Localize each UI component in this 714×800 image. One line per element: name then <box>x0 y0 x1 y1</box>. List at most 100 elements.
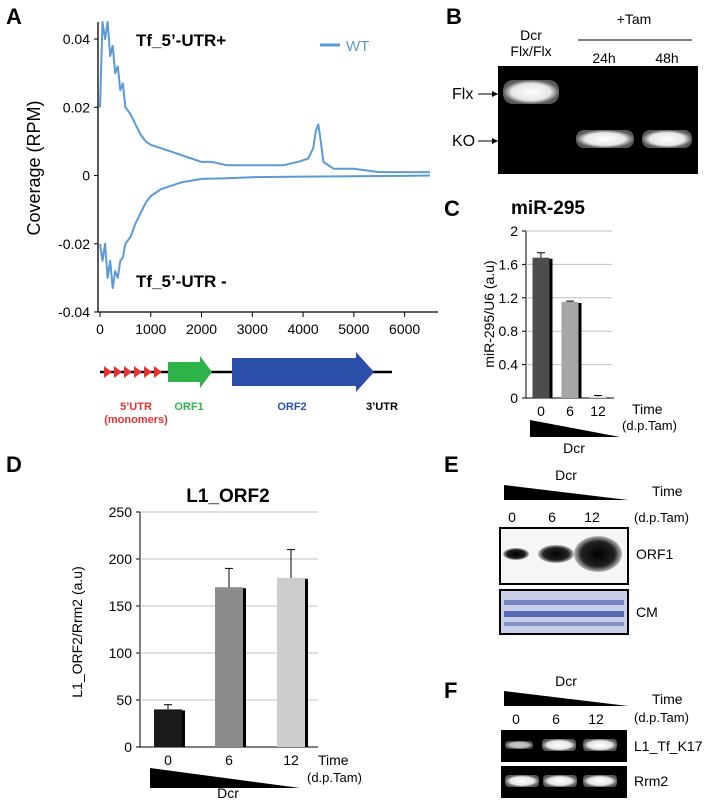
c-bar <box>561 301 579 398</box>
f-lane-12: 12 <box>588 711 604 727</box>
f-time-sub: (d.p.Tam) <box>634 710 689 725</box>
a-xtick-label: 6000 <box>389 321 420 337</box>
f-time-label: Time <box>652 691 683 707</box>
f-band1-lane0 <box>505 741 533 749</box>
e-cm-label: CM <box>636 604 658 620</box>
e-lane-0: 0 <box>508 509 516 525</box>
a-xtick-label: 1000 <box>135 321 166 337</box>
panel-b-gel: Dcr Flx/Flx +Tam 24h 48h Flx KO <box>452 11 698 174</box>
d-xlabel-sub: (d.p.Tam) <box>307 770 362 785</box>
d-ytick-label: 150 <box>109 598 133 614</box>
d-category-label: 0 <box>164 752 172 768</box>
f-lane-0: 0 <box>512 711 520 727</box>
c-xlabel: Time <box>632 401 663 417</box>
a-ytick-label: 0 <box>82 168 90 184</box>
e-orf1-label: ORF1 <box>636 546 674 562</box>
b-lane1-line1: Dcr <box>520 27 542 43</box>
c-ytick-label: 1.2 <box>499 290 519 306</box>
c-ytick-label: 2 <box>510 223 518 239</box>
f-band2-lane6 <box>543 775 577 787</box>
f-band2-lane12 <box>583 775 617 787</box>
a-utr5-monomer-arrow <box>104 366 112 378</box>
f-band1-lane12 <box>583 739 617 751</box>
a-orf2-label: ORF2 <box>277 401 306 413</box>
a-xtick-label: 5000 <box>338 321 369 337</box>
panel-label-f: F <box>444 678 457 703</box>
c-gradient-label: Dcr <box>563 440 585 456</box>
d-ytick-label: 250 <box>109 504 133 520</box>
e-cm-band-3 <box>504 622 624 626</box>
b-flx-label: Flx <box>452 86 473 103</box>
d-ytick-label: 100 <box>109 645 133 661</box>
d-ytick-label: 50 <box>116 692 132 708</box>
a-orf1-label: ORF1 <box>174 401 203 413</box>
panel-a-coverage-plot: Coverage (RPM) 0.04 0.02 0 -0.02 -0.04 0 1000… <box>24 21 438 337</box>
panel-label-a: A <box>6 4 22 29</box>
a-annotation-plus: Tf_5’-UTR+ <box>136 31 226 50</box>
a-utr5-sublabel: (monomers) <box>104 414 168 426</box>
f-dcr-wedge <box>504 691 628 706</box>
c-ytick-label: 1.6 <box>499 256 519 272</box>
a-xtick-label: 4000 <box>287 321 318 337</box>
b-ko-arrowhead <box>492 138 498 144</box>
f-band1-lane6 <box>542 739 576 751</box>
a-xtick-label: 3000 <box>237 321 268 337</box>
d-bar <box>277 577 305 747</box>
a-utr5-monomers <box>104 366 162 378</box>
panel-c-bar-chart: miR-295 miR-295/U6 (a.u) 00.40.81.21.62 … <box>481 198 677 456</box>
a-utr3-label: 3’UTR <box>366 401 398 413</box>
a-utr5-label: 5’UTR <box>120 401 152 413</box>
e-cm-band-1 <box>504 600 624 605</box>
e-orf1-band-6 <box>538 545 574 563</box>
e-time-label: Time <box>652 483 683 499</box>
b-lane3-label: 48h <box>655 50 678 66</box>
c-title: miR-295 <box>511 198 585 219</box>
d-bar <box>215 587 243 747</box>
a-ytick-label: 0.04 <box>63 31 90 47</box>
d-ylabel: L1_ORF2/Rrm2 (a.u) <box>69 566 85 697</box>
c-dcr-wedge <box>530 420 620 437</box>
c-xlabel-sub: (d.p.Tam) <box>622 418 677 433</box>
a-annotation-minus: Tf_5’-UTR - <box>136 272 227 291</box>
b-lane1-line2: Flx/Flx <box>510 43 551 59</box>
b-lane2-label: 24h <box>592 50 615 66</box>
panel-e-western-blot: Dcr Time (d.p.Tam) 0 6 12 ORF1 CM <box>499 467 689 635</box>
d-ytick-label: 200 <box>109 551 133 567</box>
b-ko-label: KO <box>452 133 475 150</box>
a-utr5-monomer-arrow <box>124 366 132 378</box>
a-xtick-label: 0 <box>96 321 104 337</box>
f-band2-label: Rrm2 <box>634 773 668 789</box>
d-ytick-label: 0 <box>124 739 132 755</box>
f-band1-label: L1_Tf_K17 <box>634 738 703 754</box>
f-dcr-label: Dcr <box>555 673 577 689</box>
e-cm-band-2 <box>504 611 624 617</box>
a-utr5-monomer-arrow <box>154 366 162 378</box>
panel-label-b: B <box>446 4 462 29</box>
c-category-label: 6 <box>566 403 574 419</box>
a-orf2-arrow <box>232 352 374 392</box>
e-lane-6: 6 <box>548 509 556 525</box>
e-time-sub: (d.p.Tam) <box>634 510 689 525</box>
b-ko-band-24h <box>576 130 634 148</box>
f-band2-lane0 <box>505 775 539 787</box>
a-utr5-monomer-arrow <box>134 366 142 378</box>
c-category-label: 0 <box>537 403 545 419</box>
a-ytick-label: -0.02 <box>58 236 90 252</box>
a-utr5-monomer-arrow <box>114 366 122 378</box>
panel-label-e: E <box>444 452 459 477</box>
d-title: L1_ORF2 <box>186 486 269 507</box>
a-legend-label: WT <box>346 38 369 55</box>
a-utr5-monomer-arrow <box>144 366 152 378</box>
b-flx-band <box>503 80 559 104</box>
f-lane-6: 6 <box>552 711 560 727</box>
panel-label-d: D <box>6 452 22 477</box>
panel-d-bar-chart: L1_ORF2 L1_ORF2/Rrm2 (a.u) 0 50 100 150 200 2… <box>69 486 362 800</box>
c-bar <box>532 257 550 398</box>
e-dcr-wedge <box>504 485 628 500</box>
a-ylabel: Coverage (RPM) <box>24 100 44 235</box>
a-xtick-label: 2000 <box>186 321 217 337</box>
a-ytick-label: -0.04 <box>58 304 90 320</box>
d-bar <box>154 709 182 747</box>
